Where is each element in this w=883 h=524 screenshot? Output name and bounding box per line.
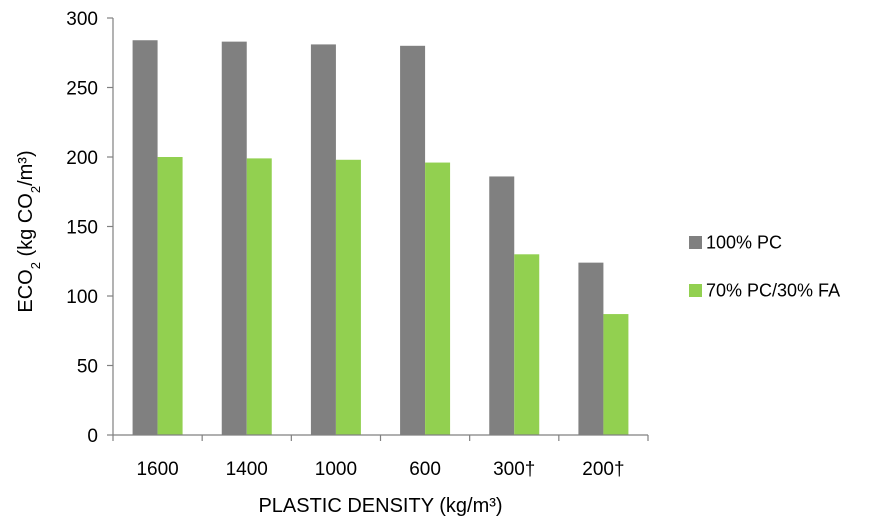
y-tick-labels: 0 50 100 150 200 250 300	[66, 9, 98, 447]
y-tick-label-4: 200	[66, 148, 98, 169]
bar-pc-1	[221, 41, 247, 435]
x-tick-label-3: 600	[409, 459, 441, 480]
axes-layer	[107, 17, 649, 441]
bars-layer	[132, 40, 629, 436]
bar-pc-5	[578, 262, 604, 435]
y-axis-title-part-2: (kg CO	[15, 193, 37, 262]
legend-label-1: 70% PC/30% FA	[706, 281, 840, 301]
legend-swatch-0	[689, 236, 702, 249]
y-axis-title-part-4: /m³)	[15, 150, 37, 186]
bar-pc-4	[489, 176, 515, 435]
bar-pc-3	[400, 45, 426, 436]
bar-pc-fa-5	[603, 314, 629, 435]
x-tick-label-1: 1400	[226, 459, 268, 480]
bar-pc-fa-1	[246, 158, 272, 435]
bar-pc-0	[132, 40, 158, 436]
y-tick-label-1: 50	[77, 357, 98, 378]
y-axis-title-part-1: 2	[28, 262, 43, 269]
y-tick-label-3: 150	[66, 218, 98, 239]
x-axis-title: PLASTIC DENSITY (kg/m³)	[258, 495, 502, 517]
y-axis-title-part-3: 2	[28, 186, 43, 193]
x-tick-labels: 1600 1400 1000 600 300† 200†	[136, 459, 624, 480]
y-tick-label-6: 300	[66, 9, 98, 30]
y-tick-label-0: 0	[87, 426, 98, 447]
bar-pc-fa-4	[514, 254, 540, 435]
x-tick-label-0: 1600	[136, 459, 178, 480]
bar-pc-fa-0	[157, 157, 183, 435]
legend-swatch-1	[689, 284, 702, 297]
bar-pc-fa-3	[425, 162, 451, 435]
y-axis-title: ECO2 (kg CO2/m³)	[15, 150, 43, 312]
y-tick-label-5: 250	[66, 79, 98, 100]
legend: 100% PC 70% PC/30% FA	[689, 233, 840, 301]
x-tick-label-4: 300†	[493, 459, 535, 480]
legend-label-0: 100% PC	[706, 233, 782, 253]
bar-pc-2	[310, 44, 336, 435]
x-tick-label-2: 1000	[315, 459, 357, 480]
bar-pc-fa-2	[335, 159, 361, 435]
x-tick-label-5: 200†	[582, 459, 624, 480]
y-axis-title-part-0: ECO	[15, 269, 37, 312]
y-tick-label-2: 100	[66, 287, 98, 308]
